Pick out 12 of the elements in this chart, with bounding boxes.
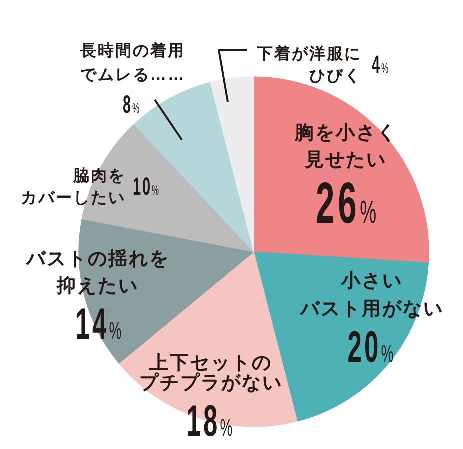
data-label: 14% [76, 298, 124, 349]
data-label: 18% [186, 396, 236, 446]
slice-label: 胸を小さく見せたい [294, 122, 398, 171]
data-label: 20% [348, 322, 396, 372]
slice-label: 長時間の着用でムレる…… [80, 41, 186, 84]
data-label: 4% [372, 52, 390, 80]
data-label: 8% [122, 92, 142, 120]
data-label: 10% [133, 174, 161, 202]
slice-label: 脇肉をカバーしたい [21, 167, 126, 207]
slice-label: 下着が洋服にひびく [256, 44, 362, 85]
data-label: 26% [316, 172, 380, 236]
slice-label: 上下セットのプチプラがない [139, 352, 283, 394]
